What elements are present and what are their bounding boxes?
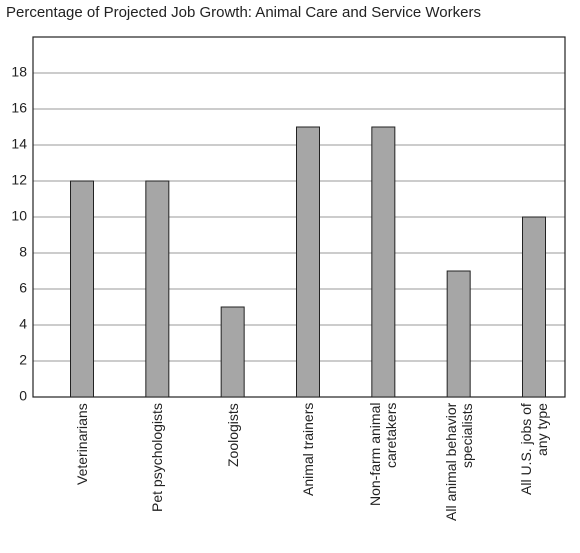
bar: [296, 126, 320, 398]
bar: [70, 180, 94, 398]
x-tick-label: All U.S. jobs of any type: [518, 403, 550, 495]
x-tick-label: Pet psychologists: [149, 403, 166, 512]
x-tick-label: Non-farm animal caretakers: [367, 403, 400, 507]
x-tick-label: All animal behavior specialists: [442, 403, 475, 522]
y-tick-label: 6: [19, 280, 27, 296]
x-tick-label: Zoologists: [224, 403, 241, 467]
bar: [446, 270, 471, 398]
y-tick-label: 4: [19, 316, 27, 332]
y-tick-label: 18: [11, 64, 27, 80]
y-tick-label: 2: [19, 352, 27, 368]
y-tick-label: 10: [11, 208, 27, 224]
y-tick-label: 14: [11, 136, 27, 152]
bar: [145, 180, 170, 398]
x-tick-label: Animal trainers: [300, 403, 316, 497]
bar: [220, 306, 245, 398]
chart-title: Percentage of Projected Job Growth: Anim…: [6, 4, 481, 21]
x-tick-label: Veterinarians: [74, 403, 90, 485]
y-tick-label: 0: [19, 388, 27, 404]
bar: [371, 126, 396, 398]
bar: [522, 216, 546, 398]
y-tick-label: 16: [11, 100, 27, 116]
y-tick-label: 8: [19, 244, 27, 260]
y-tick-label: 12: [11, 172, 27, 188]
